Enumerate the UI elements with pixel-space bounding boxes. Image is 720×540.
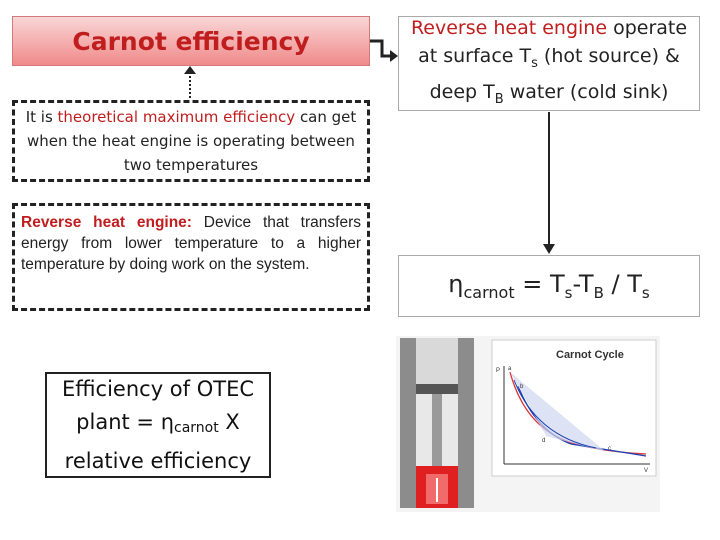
- otec-line2: plant = ηcarnot X: [62, 406, 254, 445]
- reverse-operation-part3: water (cold sink): [503, 80, 669, 103]
- definition-highlight: theoretical maximum efficiency: [57, 108, 296, 126]
- otec-line2-post: X: [218, 409, 240, 434]
- otec-line2-pre: plant =: [76, 409, 161, 434]
- axis-v-label: V: [644, 468, 648, 474]
- definition-part1: It is: [25, 108, 58, 126]
- piston-rod: [432, 394, 442, 478]
- reverse-operation-highlight: Reverse heat engine: [410, 16, 608, 39]
- reverse-operation-part2: (hot source) & deep T: [429, 44, 680, 103]
- sub-b: B: [494, 91, 504, 107]
- eta-symbol: η: [160, 409, 175, 434]
- formula-eq: = T: [514, 270, 565, 298]
- cylinder-gas: [416, 338, 458, 384]
- formula-minus: -T: [572, 270, 594, 298]
- formula-eta: η: [448, 270, 464, 298]
- formula-slash: / T: [603, 270, 642, 298]
- adiabat-2: [513, 379, 597, 449]
- carnot-cycle-image: Carnot Cycle P V a b c d: [396, 336, 660, 512]
- carnot-formula: ηcarnot = Ts-TB / Ts: [448, 270, 649, 302]
- sub-s: s: [531, 55, 538, 71]
- point-label-a: a: [508, 366, 512, 372]
- formula-sub3: s: [641, 284, 650, 302]
- connector-title-to-rhs: [370, 39, 392, 58]
- formula-eta-sub: carnot: [463, 283, 515, 302]
- reverse-operation-text: Reverse heat engine operate at surface T…: [399, 14, 699, 114]
- title-box: Carnot efficiency: [12, 16, 370, 66]
- formula-sub2: B: [593, 284, 604, 302]
- reverse-engine-box: Reverse heat engine: Device that transfe…: [12, 203, 370, 311]
- eta-subscript: carnot: [174, 419, 219, 436]
- arrowhead-down: [543, 244, 555, 254]
- reverse-operation-box: Reverse heat engine operate at surface T…: [398, 16, 700, 111]
- cycle-area: [510, 372, 606, 452]
- piston-head: [416, 384, 458, 394]
- definition-box: It is theoretical maximum efficiency can…: [12, 100, 370, 182]
- point-label-d: d: [542, 438, 545, 444]
- definition-part2: can get when the heat engine is operatin…: [27, 108, 357, 174]
- plot-panel: [491, 339, 657, 477]
- title-text: Carnot efficiency: [72, 26, 310, 56]
- otec-efficiency-box: Efficiency of OTEC plant = ηcarnot X rel…: [45, 372, 271, 478]
- reverse-operation-part1: operate at surface T: [418, 16, 688, 67]
- arrowhead-up: [184, 66, 196, 74]
- reverse-engine-term: Reverse heat engine:: [21, 214, 192, 231]
- image-title: Carnot Cycle: [556, 349, 624, 361]
- carnot-formula-box: ηcarnot = Ts-TB / Ts: [398, 255, 700, 317]
- axis-p-label: P: [496, 368, 500, 374]
- reverse-engine-text: Device that transfers energy from lower …: [21, 214, 361, 273]
- definition-text: It is theoretical maximum efficiency can…: [25, 105, 357, 177]
- otec-line3: relative efficiency: [64, 448, 252, 473]
- otec-line1: Efficiency of OTEC: [61, 376, 255, 401]
- point-label-b: b: [520, 384, 524, 390]
- point-label-c: c: [608, 446, 611, 452]
- arrowhead-right: [390, 50, 398, 62]
- formula-sub1: s: [564, 284, 573, 302]
